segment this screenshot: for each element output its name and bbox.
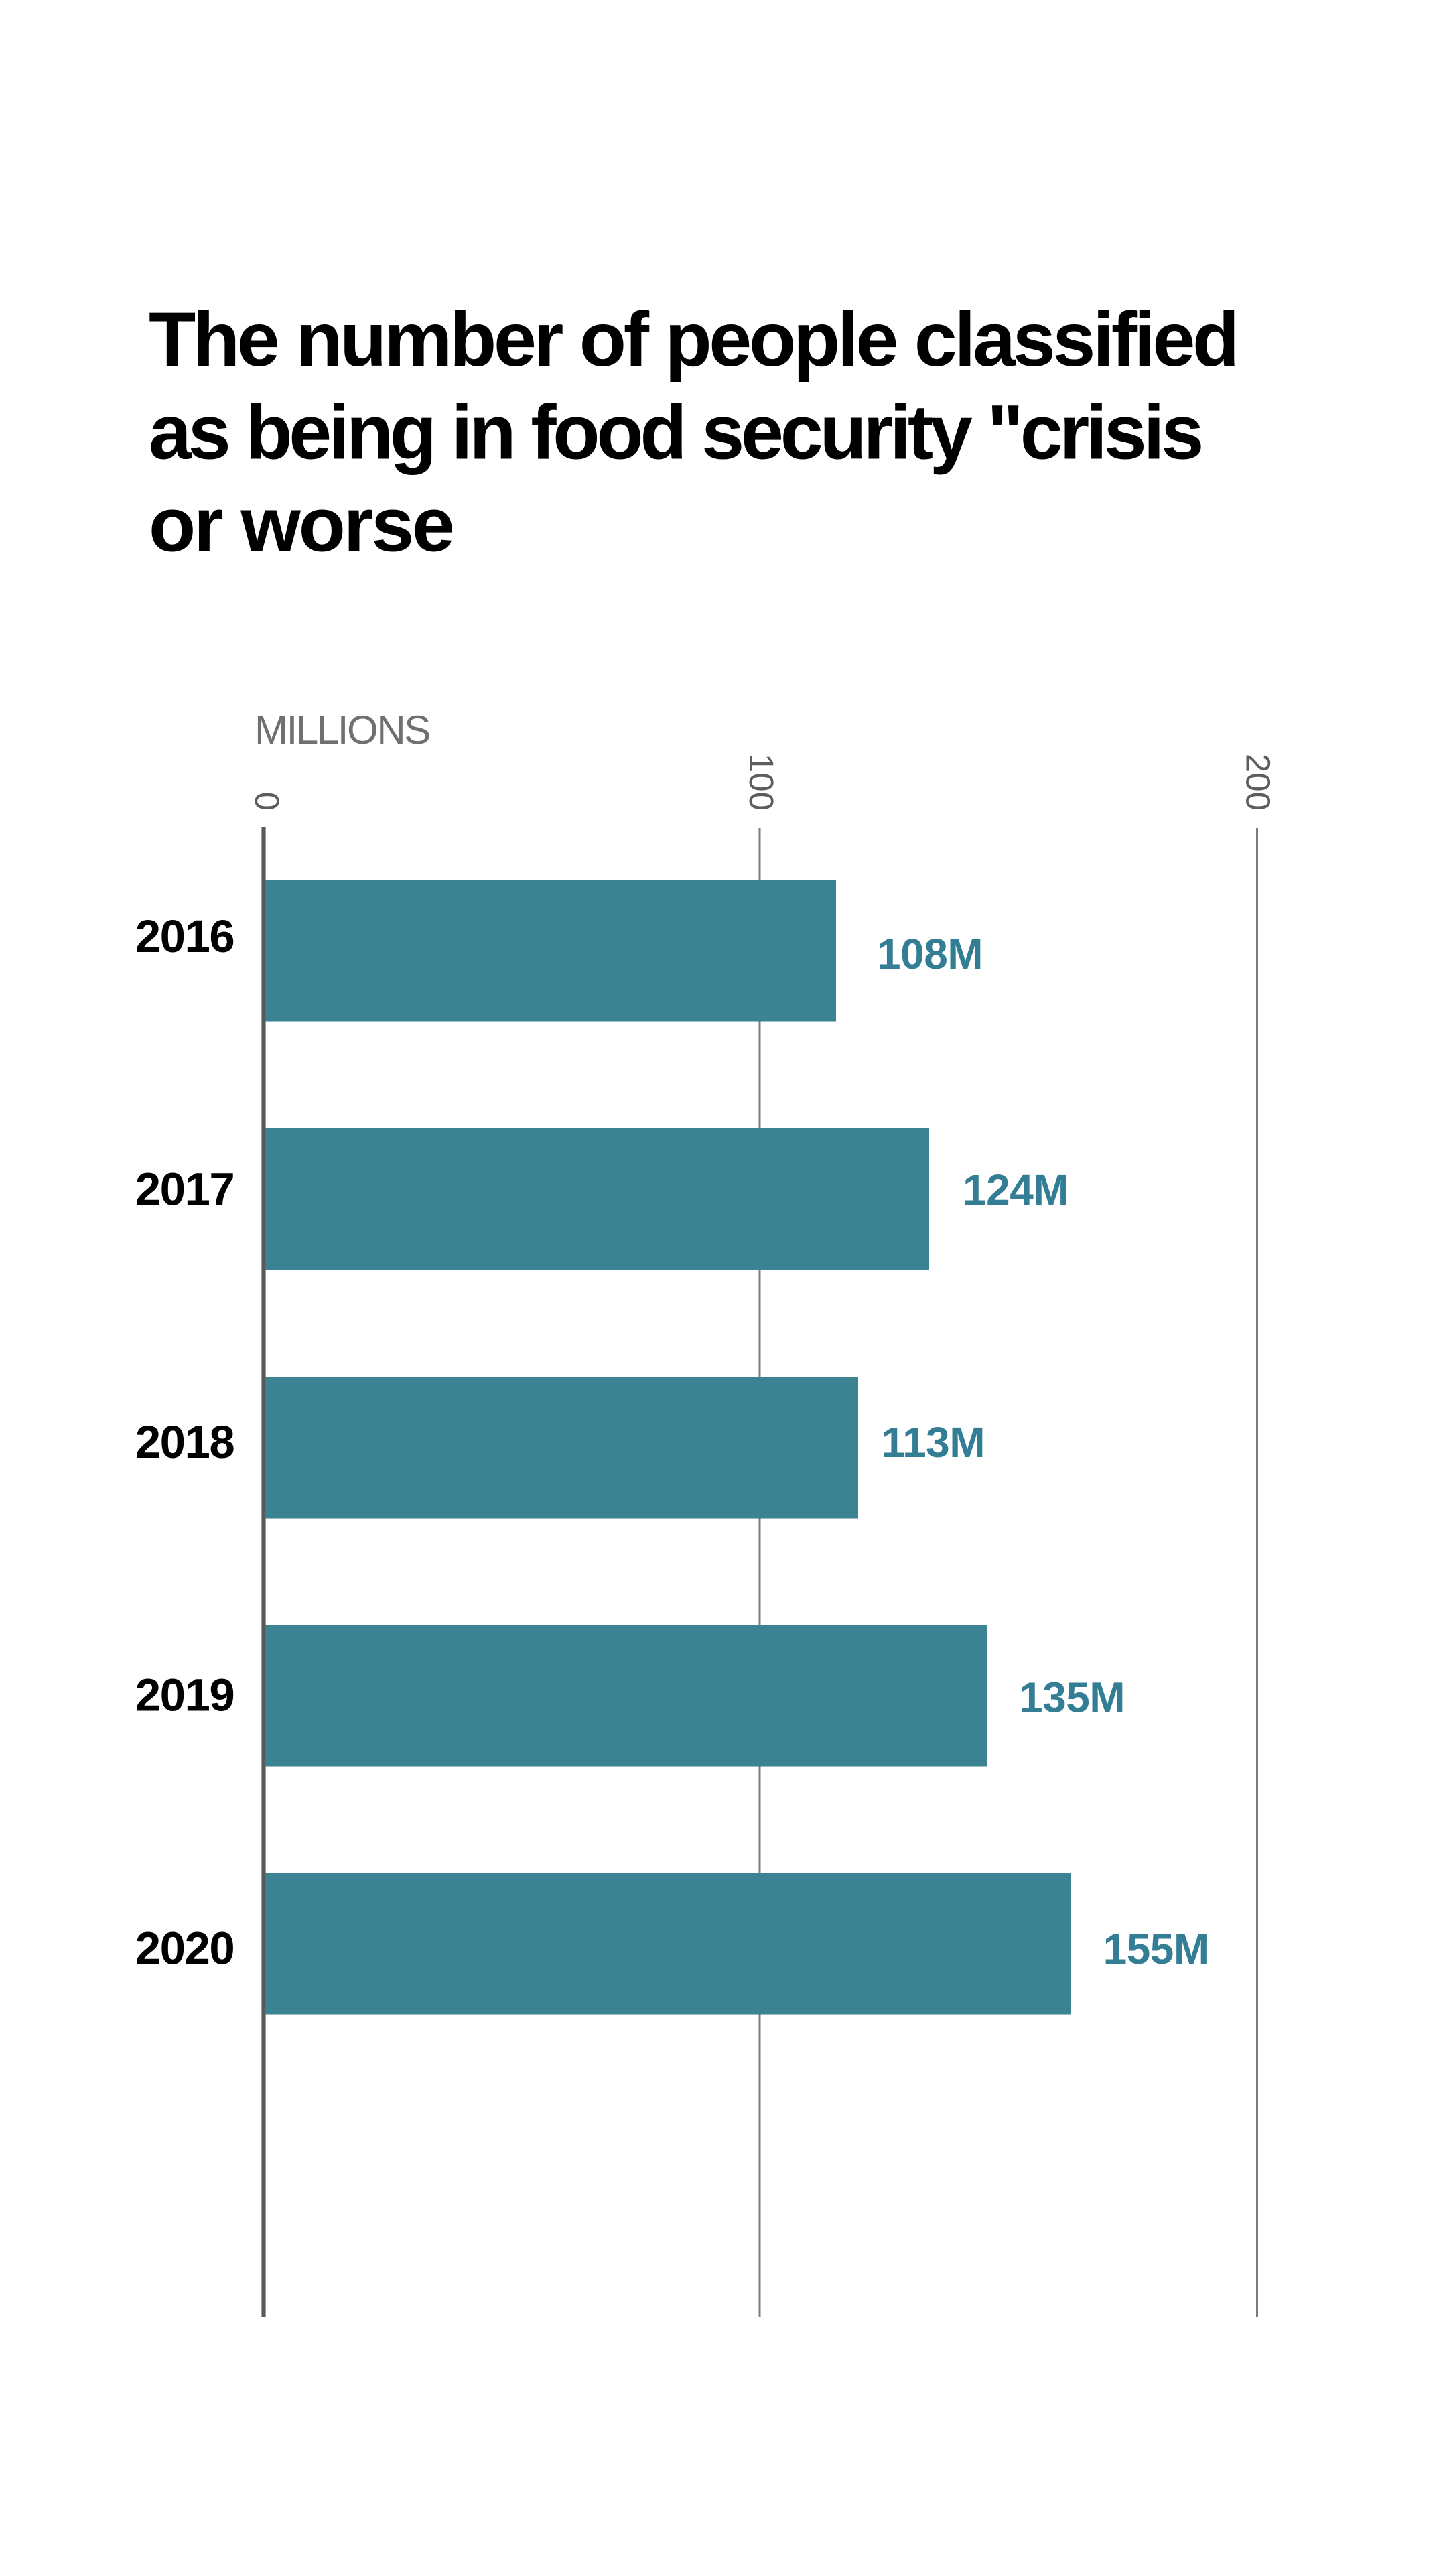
svg-text:2020: 2020: [135, 1923, 234, 1974]
svg-text:200: 200: [1239, 754, 1278, 811]
svg-text:0: 0: [248, 792, 286, 811]
svg-text:100: 100: [742, 754, 780, 811]
svg-text:2016: 2016: [135, 910, 234, 962]
svg-text:135M: 135M: [1019, 1674, 1125, 1722]
svg-text:108M: 108M: [877, 930, 983, 978]
svg-text:2018: 2018: [135, 1416, 234, 1468]
svg-text:2017: 2017: [135, 1164, 234, 1215]
svg-text:155M: 155M: [1103, 1925, 1209, 1973]
svg-text:MILLIONS: MILLIONS: [255, 707, 429, 752]
svg-text:as being in food security "cri: as being in food security "crisis: [149, 390, 1201, 476]
svg-text:124M: 124M: [963, 1166, 1069, 1214]
svg-text:or worse: or worse: [149, 482, 453, 568]
svg-text:The number of people classifie: The number of people classified: [149, 297, 1237, 383]
svg-text:113M: 113M: [882, 1418, 985, 1467]
svg-text:2019: 2019: [135, 1670, 234, 1721]
